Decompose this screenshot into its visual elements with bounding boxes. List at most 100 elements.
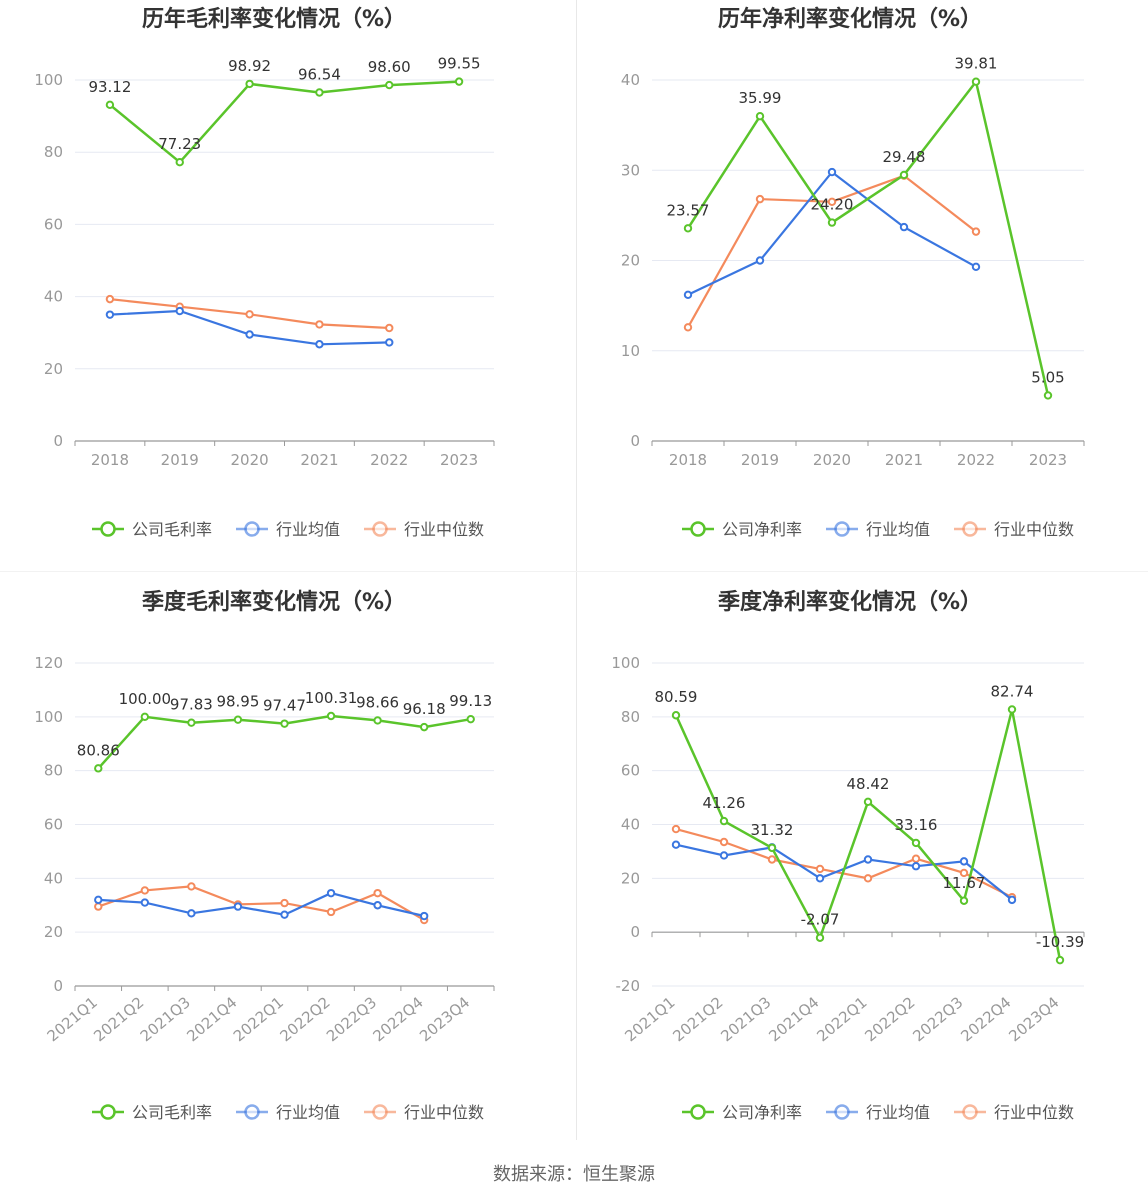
legend-label: 行业中位数	[404, 520, 484, 539]
data-point-company	[454, 77, 464, 86]
legend-swatch-marker	[962, 521, 978, 537]
data-point-company	[1007, 705, 1017, 714]
data-point-avg	[315, 340, 324, 349]
x-tick-label: 2018	[91, 451, 129, 469]
legend-swatch-marker	[690, 1104, 706, 1120]
y-tick-label: 10	[621, 342, 640, 360]
data-point-company	[94, 764, 103, 773]
y-tick-label: 60	[621, 762, 640, 780]
x-tick-label: 2023	[1029, 451, 1067, 469]
data-point-company	[899, 170, 909, 180]
vertical-divider	[576, 0, 577, 1140]
x-tick-label: 2021Q3	[717, 993, 774, 1045]
data-point-company	[719, 816, 729, 826]
x-tick-label: 2022Q3	[909, 993, 966, 1045]
data-point-avg	[105, 310, 115, 319]
data-point-avg	[175, 306, 184, 316]
data-point-median	[719, 837, 729, 847]
y-tick-label: 80	[44, 143, 63, 161]
legend-label: 行业均值	[276, 1103, 340, 1122]
data-label: 11.67	[943, 874, 986, 892]
data-point-company	[373, 716, 382, 725]
data-point-avg	[899, 222, 909, 232]
x-tick-label: 2020	[813, 451, 851, 469]
y-tick-label: 20	[621, 869, 640, 887]
data-label: 96.18	[403, 700, 446, 718]
legend-swatch-marker	[690, 521, 706, 537]
data-point-avg	[755, 256, 765, 265]
data-point-median	[755, 194, 765, 204]
data-point-avg	[373, 901, 382, 910]
data-label: 41.26	[703, 794, 746, 812]
series-line-avg	[687, 170, 977, 296]
legend-label: 行业均值	[866, 1103, 930, 1122]
data-label: 80.86	[77, 741, 120, 759]
data-point-company	[1055, 955, 1065, 965]
data-label: 98.95	[216, 693, 259, 711]
legend-label: 公司净利率	[722, 520, 802, 539]
data-point-company	[245, 79, 254, 89]
x-tick-label: 2022	[957, 451, 995, 469]
chart-svg: 季度毛利率变化情况（%）0204060801001202021Q12021Q22…	[34, 589, 495, 1122]
y-tick-label: 120	[34, 654, 63, 672]
horizontal-divider	[0, 571, 1148, 572]
data-label: 98.60	[368, 58, 411, 76]
data-label: 99.13	[449, 692, 492, 710]
y-tick-label: -20	[616, 977, 641, 995]
data-label: 98.66	[356, 693, 399, 711]
series-line-company	[674, 709, 1062, 961]
data-label: 77.23	[158, 135, 201, 153]
y-tick-label: 40	[621, 71, 640, 89]
data-label: 97.47	[263, 697, 306, 715]
data-point-avg	[911, 862, 921, 871]
data-point-company	[863, 797, 873, 807]
legend-label: 公司毛利率	[132, 1103, 212, 1122]
legend-swatch-marker	[100, 1104, 116, 1120]
series-line-company	[686, 78, 1050, 396]
x-tick-label: 2023Q4	[1005, 993, 1062, 1045]
data-label: 98.92	[228, 57, 271, 75]
x-tick-label: 2020	[230, 451, 268, 469]
data-label: 23.57	[667, 201, 710, 219]
legend-swatch-marker	[834, 521, 850, 537]
legend-label: 行业中位数	[994, 520, 1074, 539]
series-line-avg	[98, 891, 425, 918]
data-point-avg	[827, 167, 837, 177]
y-tick-label: 0	[53, 977, 63, 995]
y-tick-label: 40	[44, 869, 63, 887]
data-point-company	[385, 80, 394, 90]
x-tick-label: 2022Q1	[813, 993, 870, 1045]
data-point-median	[187, 882, 196, 891]
data-point-avg	[971, 262, 981, 272]
x-tick-label: 2022Q2	[276, 993, 333, 1045]
data-point-avg	[1007, 895, 1017, 905]
y-tick-label: 40	[621, 816, 640, 834]
y-tick-label: 80	[621, 708, 640, 726]
data-point-company	[233, 715, 243, 724]
data-point-avg	[683, 290, 693, 299]
data-point-company	[419, 722, 429, 732]
data-point-company	[187, 718, 196, 727]
data-point-company	[671, 711, 681, 720]
data-point-company	[175, 157, 184, 167]
x-tick-label: 2021Q1	[621, 993, 678, 1045]
chart-title: 季度毛利率变化情况（%）	[142, 589, 406, 615]
data-point-median	[863, 874, 873, 883]
data-point-median	[815, 864, 825, 874]
y-tick-label: 20	[621, 252, 640, 270]
data-label: 100.31	[305, 689, 358, 707]
data-point-company	[315, 88, 324, 97]
y-tick-label: 60	[44, 816, 63, 834]
y-tick-label: 0	[630, 923, 640, 941]
legend-swatch-marker	[100, 521, 116, 537]
y-tick-label: 60	[44, 215, 63, 233]
legend-swatch-marker	[244, 1104, 260, 1120]
data-point-company	[815, 933, 825, 942]
data-point-avg	[959, 857, 969, 866]
data-point-company	[326, 711, 336, 721]
y-tick-label: 20	[44, 923, 63, 941]
chart-svg: 历年净利率变化情况（%） 0 10 20 30 40 2018 2019 2020 2021 202…	[621, 6, 1085, 539]
series-line-median	[675, 828, 1013, 899]
x-tick-label: 2022Q3	[323, 993, 380, 1045]
data-point-company	[911, 838, 921, 848]
